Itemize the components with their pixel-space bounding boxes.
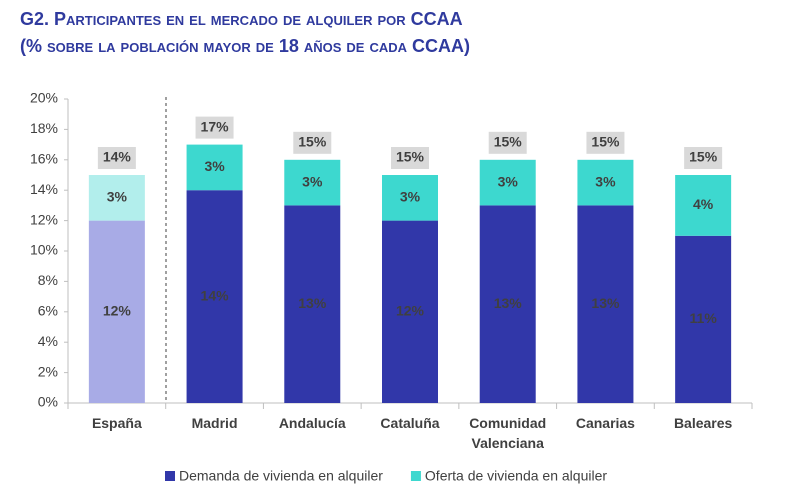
total-label: 15% — [298, 134, 327, 150]
x-tick-label: Madrid — [191, 415, 238, 431]
data-label: 4% — [693, 196, 714, 212]
total-label: 15% — [494, 134, 523, 150]
total-label-box — [586, 131, 625, 154]
y-tick-label: 12% — [30, 211, 58, 227]
bar-segment — [88, 175, 145, 221]
data-label: 3% — [498, 173, 519, 189]
legend-swatch — [410, 471, 421, 481]
x-tick-label-box: Canarias — [575, 415, 635, 431]
y-tick-label: 6% — [38, 303, 58, 319]
bar-segment — [284, 159, 341, 206]
x-tick-label: Andalucía — [278, 415, 346, 431]
y-tick-label: 14% — [30, 181, 58, 197]
x-tick-label: Comunidad Valenciana — [469, 415, 547, 451]
x-tick-label: Canarias — [575, 415, 635, 431]
data-label: 3% — [595, 173, 616, 189]
bar-segment — [382, 220, 438, 403]
y-tick-label: 4% — [38, 333, 58, 349]
data-label: 14% — [201, 287, 230, 303]
data-label: 11% — [690, 310, 718, 326]
bar-segment — [382, 175, 438, 221]
total-label-box — [97, 147, 136, 169]
bar-segment — [479, 205, 536, 403]
bar-segment — [88, 220, 145, 403]
bar-segment — [577, 205, 634, 403]
bar-segment — [479, 159, 536, 206]
y-tick-label: 8% — [38, 272, 58, 288]
x-tick-label-box: Baleares — [673, 415, 733, 431]
y-tick-label: 0% — [38, 394, 58, 410]
total-label-box — [684, 147, 723, 169]
y-tick-label: 10% — [30, 242, 58, 258]
data-label: 13% — [591, 295, 620, 311]
data-label: 12% — [103, 303, 132, 319]
bar-segment — [186, 144, 243, 191]
bar-segment — [675, 235, 732, 403]
data-label: 3% — [204, 158, 225, 174]
total-label-box — [488, 131, 527, 154]
data-label: 3% — [400, 189, 421, 205]
total-label-box — [293, 131, 332, 154]
legend-label: Demanda de vivienda en alquiler — [179, 468, 383, 484]
total-label-box — [195, 116, 234, 139]
total-label: 14% — [103, 149, 132, 165]
data-label: 13% — [494, 295, 523, 311]
bar-segment — [675, 175, 732, 236]
y-tick-label: 16% — [30, 151, 58, 167]
chart-subtitle: (% sobre la población mayor de 18 años d… — [20, 36, 470, 56]
data-label: 3% — [302, 173, 323, 189]
total-label: 15% — [591, 134, 620, 150]
legend-label: Oferta de vivienda en alquiler — [425, 468, 607, 484]
x-tick-label: Baleares — [673, 415, 733, 431]
legend-swatch — [165, 471, 175, 481]
x-tick-label-box: Madrid — [191, 415, 238, 431]
bar-segment — [577, 159, 634, 206]
y-tick-label: 2% — [38, 363, 58, 379]
chart-title: G2. Participantes en el mercado de alqui… — [20, 9, 463, 29]
x-tick-label: España — [91, 415, 142, 431]
y-tick-label: 18% — [30, 120, 58, 136]
bar-segment — [284, 205, 341, 403]
x-tick-label: Cataluña — [380, 415, 440, 431]
data-label: 12% — [396, 303, 425, 319]
x-tick-label-box: Cataluña — [380, 415, 440, 431]
total-label: 15% — [689, 149, 718, 165]
x-tick-label-box: España — [91, 415, 142, 431]
bar-segment — [186, 190, 243, 403]
total-label: 17% — [201, 118, 230, 134]
x-tick-label-box: Andalucía — [278, 415, 346, 431]
x-tick-label-box: Comunidad Valenciana — [469, 415, 547, 451]
data-label: 3% — [107, 189, 128, 205]
total-label-box — [391, 147, 429, 169]
data-label: 13% — [298, 295, 327, 311]
y-tick-label: 20% — [30, 90, 58, 106]
total-label: 15% — [396, 149, 425, 165]
